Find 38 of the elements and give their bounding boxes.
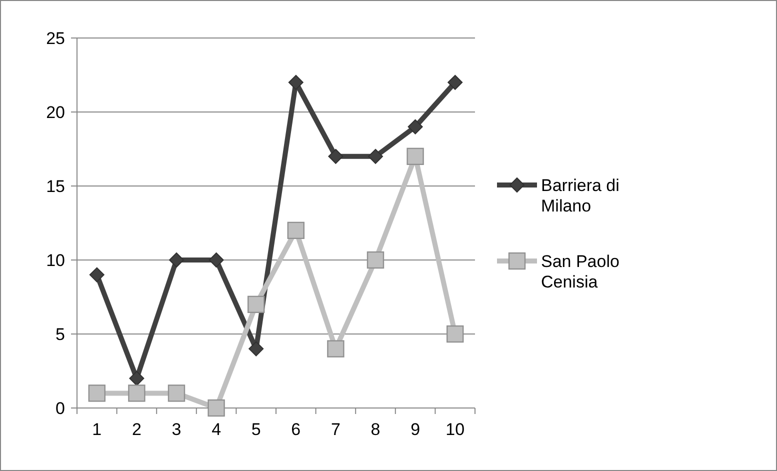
point	[88, 384, 106, 402]
point	[406, 148, 424, 165]
x-tick-label: 9	[410, 420, 420, 439]
point	[446, 325, 464, 343]
x-tick-label: 3	[172, 420, 182, 439]
x-tick-label: 8	[370, 420, 380, 439]
point	[89, 267, 104, 282]
point	[248, 296, 265, 313]
x-tick-label: 1	[92, 420, 102, 439]
y-tick-label: 0	[56, 398, 65, 418]
point	[208, 399, 225, 417]
x-tick-label: 5	[251, 420, 261, 439]
point	[128, 384, 146, 402]
x-tick-label: 2	[132, 420, 142, 439]
point	[208, 252, 224, 268]
y-tick-label: 15	[46, 176, 65, 196]
point	[408, 119, 423, 134]
x-tick-label: 10	[446, 420, 465, 439]
legend-label: Barriera di Milano	[541, 176, 620, 216]
point	[248, 341, 264, 356]
point	[168, 384, 186, 402]
y-tick-label: 20	[46, 102, 65, 122]
point	[448, 74, 463, 90]
legend-label: San Paolo Cenisia	[541, 252, 620, 292]
point	[328, 148, 344, 164]
point	[368, 148, 383, 164]
point	[288, 74, 304, 90]
y-tick-label: 25	[46, 28, 65, 48]
point	[169, 252, 184, 268]
y-tick-label: 10	[46, 250, 65, 270]
x-tick-label: 6	[291, 420, 301, 439]
point	[129, 370, 144, 386]
x-tick-label: 7	[330, 420, 340, 439]
point	[366, 251, 384, 269]
y-tick-label: 5	[56, 324, 65, 344]
x-tick-label: 4	[212, 420, 222, 439]
point	[327, 340, 344, 358]
point	[287, 222, 304, 239]
